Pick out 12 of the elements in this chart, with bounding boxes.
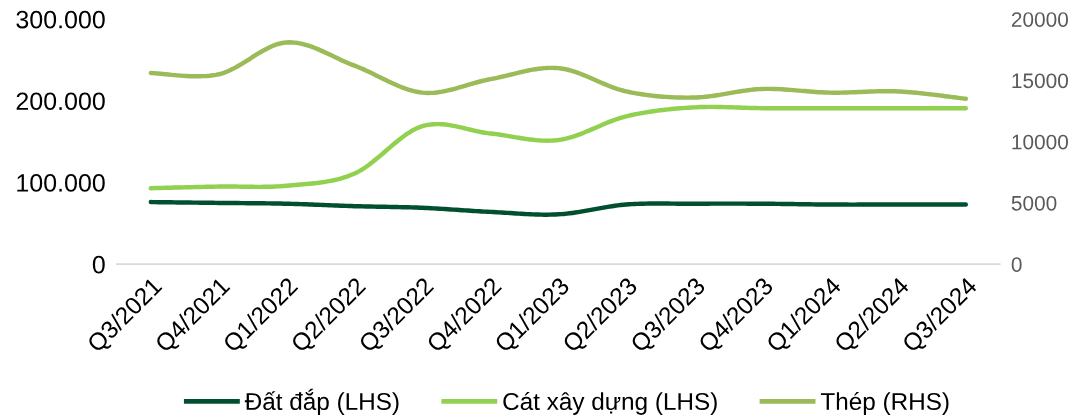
y2-tick-label: 0 — [1011, 257, 1022, 272]
legend-label: Đất đắp (LHS) — [244, 388, 399, 415]
legend-label: Thép (RHS) — [820, 391, 949, 415]
y-tick-label: 100.000 — [17, 174, 105, 192]
y2-tick-label: 5000 — [1011, 195, 1057, 211]
y-tick-label: 300.000 — [16, 10, 105, 29]
y-tick-label: 200.000 — [16, 92, 105, 111]
legend-label: Cát xây dựng (LHS) — [503, 391, 717, 415]
y-tick-label: 0 — [92, 255, 105, 274]
y2-tick-label: 10000 — [1012, 134, 1068, 150]
y2-tick-label: 20000 — [1011, 12, 1068, 27]
y2-tick-label: 15000 — [1012, 73, 1068, 89]
